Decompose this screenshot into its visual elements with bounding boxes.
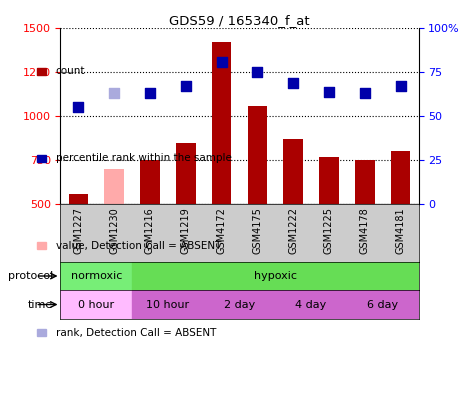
Text: GSM4172: GSM4172 — [217, 207, 226, 254]
Text: 4 day: 4 day — [295, 299, 327, 310]
Point — [361, 90, 368, 97]
Bar — [275, 290, 347, 319]
Text: count: count — [56, 66, 85, 76]
Bar — [132, 290, 204, 319]
Point — [146, 90, 153, 97]
Text: hypoxic: hypoxic — [254, 271, 297, 281]
Text: GSM4178: GSM4178 — [360, 207, 370, 254]
Bar — [355, 160, 375, 204]
Text: time: time — [28, 299, 53, 310]
Bar — [391, 151, 411, 204]
Bar — [347, 290, 418, 319]
Text: GSM1225: GSM1225 — [324, 207, 334, 254]
Point — [254, 69, 261, 75]
Point — [74, 104, 82, 110]
Title: GDS59 / 165340_f_at: GDS59 / 165340_f_at — [169, 14, 310, 27]
Text: GSM4181: GSM4181 — [396, 207, 405, 254]
Text: percentile rank within the sample: percentile rank within the sample — [56, 153, 232, 164]
Text: GSM1219: GSM1219 — [181, 207, 191, 254]
Bar — [132, 262, 419, 290]
Text: GSM1216: GSM1216 — [145, 207, 155, 254]
Bar — [68, 194, 88, 204]
Text: 10 hour: 10 hour — [146, 299, 189, 310]
Text: normoxic: normoxic — [71, 271, 122, 281]
Text: GSM4175: GSM4175 — [252, 207, 262, 254]
Text: GSM1230: GSM1230 — [109, 207, 119, 254]
Bar — [319, 157, 339, 204]
Bar — [212, 42, 232, 204]
Text: rank, Detection Call = ABSENT: rank, Detection Call = ABSENT — [56, 327, 216, 338]
Bar — [60, 262, 132, 290]
Text: protocol: protocol — [8, 271, 53, 281]
Text: GSM1222: GSM1222 — [288, 207, 298, 254]
Bar — [247, 106, 267, 204]
Bar — [140, 160, 160, 204]
Text: value, Detection Call = ABSENT: value, Detection Call = ABSENT — [56, 240, 221, 251]
Bar — [104, 169, 124, 204]
Point — [397, 83, 405, 89]
Point — [289, 80, 297, 86]
Bar — [283, 139, 303, 204]
Point — [218, 59, 225, 65]
Text: GSM1227: GSM1227 — [73, 207, 83, 254]
Point — [182, 83, 190, 89]
Bar — [60, 290, 132, 319]
Point — [326, 88, 333, 95]
Text: 6 day: 6 day — [367, 299, 398, 310]
Point — [111, 90, 118, 97]
Bar — [176, 143, 196, 204]
Text: 2 day: 2 day — [224, 299, 255, 310]
Bar — [204, 290, 275, 319]
Text: 0 hour: 0 hour — [78, 299, 114, 310]
